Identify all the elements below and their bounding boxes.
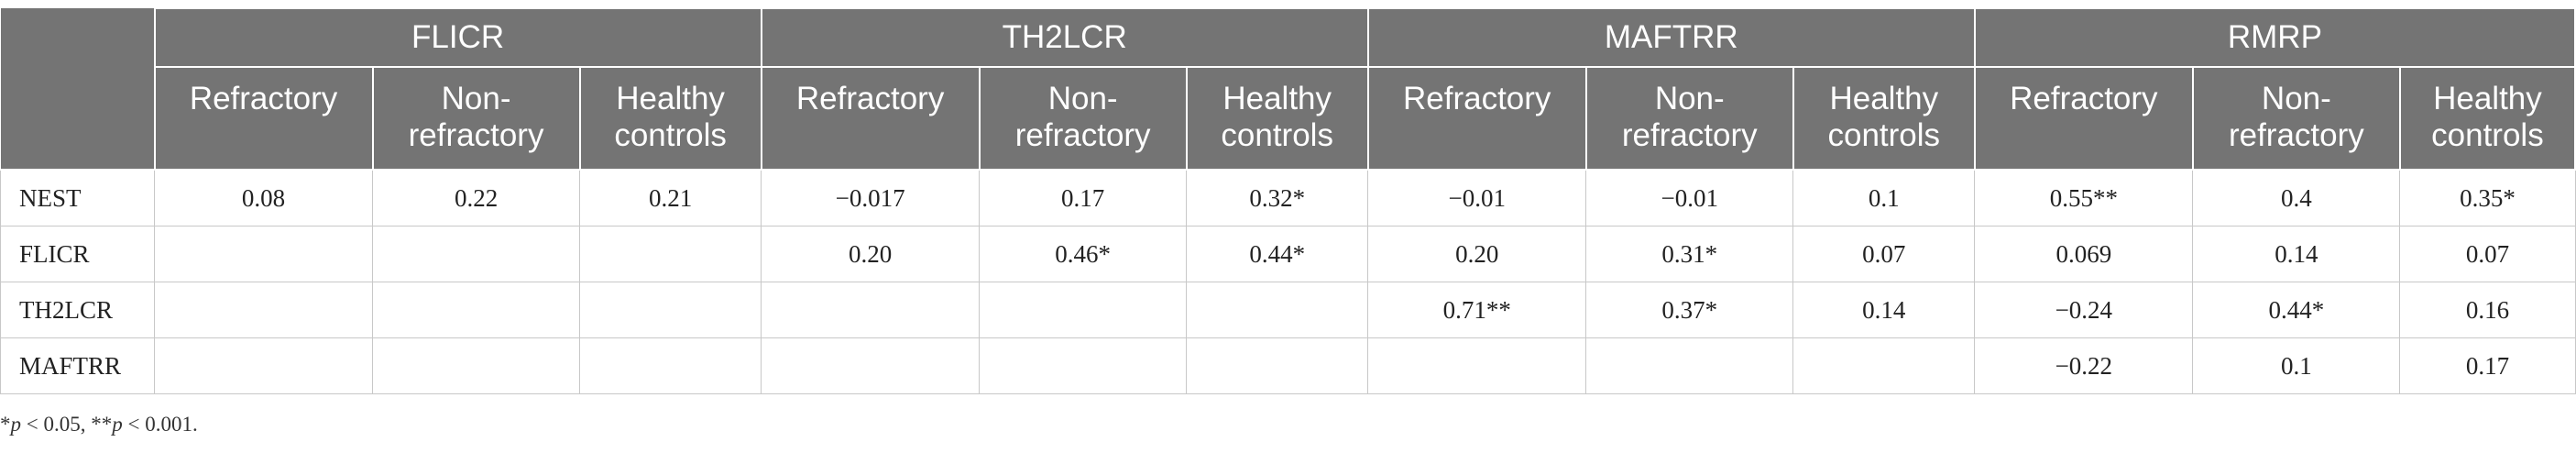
table-cell: 0.14 (1792, 282, 1976, 338)
table-cell: 0.46* (979, 226, 1188, 282)
row-label: NEST (0, 169, 156, 226)
table-row: NEST 0.08 0.22 0.21 −0.017 0.17 0.32* −0.01 −0.0… (0, 169, 2576, 226)
subheader-maftrr-1: Non- refractory (1584, 66, 1794, 171)
table-cell: −0.01 (1367, 169, 1587, 226)
row-label: MAFTRR (0, 337, 156, 394)
footnote-symbol-1: * (0, 413, 11, 436)
table-row: TH2LCR 0.71** 0.37* 0.14 −0.24 0.44* 0.16 (0, 282, 2576, 338)
table-cell: 0.1 (1792, 169, 1976, 226)
corner-cell (0, 8, 156, 171)
footnote-p-var-1: p (10, 413, 22, 436)
table-cell (1367, 337, 1587, 394)
table-cell: −0.017 (761, 169, 981, 226)
subheader-rmrp-2: Healthy controls (2398, 66, 2576, 171)
subheader-maftrr-2: Healthy controls (1792, 66, 1976, 171)
table-cell: −0.24 (1974, 282, 2194, 338)
table-cell: 0.31* (1585, 226, 1794, 282)
table-cell: 0.55** (1974, 169, 2194, 226)
table-cell (979, 282, 1188, 338)
table-footnote: *p < 0.05, **p < 0.001. (0, 413, 198, 436)
table-cell: 0.21 (579, 169, 762, 226)
subheader-flicr-1: Non- refractory (371, 66, 581, 171)
table-cell (579, 282, 762, 338)
table-cell: 0.44* (2192, 282, 2401, 338)
footnote-threshold-1: < 0.05, (21, 413, 92, 436)
table-cell (579, 226, 762, 282)
table-cell (154, 282, 374, 338)
table-body: NEST 0.08 0.22 0.21 −0.017 0.17 0.32* −0.01 −0.0… (0, 169, 2576, 394)
subheader-rmrp-0: Refractory (1973, 66, 2194, 171)
table-cell: 0.20 (1367, 226, 1587, 282)
subheader-th2lcr-1: Non- refractory (978, 66, 1188, 171)
table-cell: 0.07 (1792, 226, 1976, 282)
table-cell: 0.17 (2399, 337, 2576, 394)
footnote-threshold-2: < 0.001. (122, 413, 198, 436)
table-cell: 0.71** (1367, 282, 1587, 338)
table-cell: 0.069 (1974, 226, 2194, 282)
correlation-table: FLICR TH2LCR MAFTRR RMRP Refractory Non- … (0, 7, 2576, 394)
table-cell: 0.08 (154, 169, 374, 226)
row-label: FLICR (0, 226, 156, 282)
table-cell: 0.1 (2192, 337, 2401, 394)
table-cell: 0.07 (2399, 226, 2576, 282)
subheader-rmrp-1: Non- refractory (2191, 66, 2401, 171)
table-cell (372, 226, 581, 282)
footnote-symbol-2: ** (91, 413, 113, 436)
subheader-flicr-0: Refractory (153, 66, 374, 171)
table-row: FLICR 0.20 0.46* 0.44* 0.20 0.31* 0.07 0.069 0.1… (0, 226, 2576, 282)
table-cell (372, 337, 581, 394)
table-cell: 0.20 (761, 226, 981, 282)
group-header-row: FLICR TH2LCR MAFTRR RMRP (0, 7, 2576, 171)
table-cell (154, 226, 374, 282)
table-cell: 0.14 (2192, 226, 2401, 282)
table-cell: 0.37* (1585, 282, 1794, 338)
footnote-p-var-2: p (112, 413, 123, 436)
table-cell (1186, 282, 1369, 338)
table-cell (372, 282, 581, 338)
table-cell: −0.22 (1974, 337, 2194, 394)
row-label: TH2LCR (0, 282, 156, 338)
table-cell: 0.32* (1186, 169, 1369, 226)
table-cell (1585, 337, 1794, 394)
table-cell: 0.4 (2192, 169, 2401, 226)
group-header-maftrr: MAFTRR (1366, 7, 1976, 68)
table-cell: 0.22 (372, 169, 581, 226)
subheader-th2lcr-2: Healthy controls (1185, 66, 1369, 171)
group-header-th2lcr: TH2LCR (760, 7, 1369, 68)
table-cell (761, 282, 981, 338)
table-cell (579, 337, 762, 394)
table-cell (1186, 337, 1369, 394)
table-cell (979, 337, 1188, 394)
group-header-rmrp: RMRP (1973, 7, 2576, 68)
table-cell: 0.17 (979, 169, 1188, 226)
table-cell: 0.16 (2399, 282, 2576, 338)
table-cell: −0.01 (1585, 169, 1794, 226)
table-cell (1792, 337, 1976, 394)
table-cell (761, 337, 981, 394)
subheader-th2lcr-0: Refractory (760, 66, 981, 171)
table-cell: 0.35* (2399, 169, 2576, 226)
table-cell: 0.44* (1186, 226, 1369, 282)
table-cell (154, 337, 374, 394)
subheader-flicr-2: Healthy controls (578, 66, 762, 171)
subheader-row: Refractory Non- refractory Healthy control… (1, 66, 2576, 171)
group-header-flicr: FLICR (153, 7, 762, 68)
subheader-maftrr-0: Refractory (1366, 66, 1587, 171)
table-row: MAFTRR −0.22 0.1 0.17 (0, 337, 2576, 394)
